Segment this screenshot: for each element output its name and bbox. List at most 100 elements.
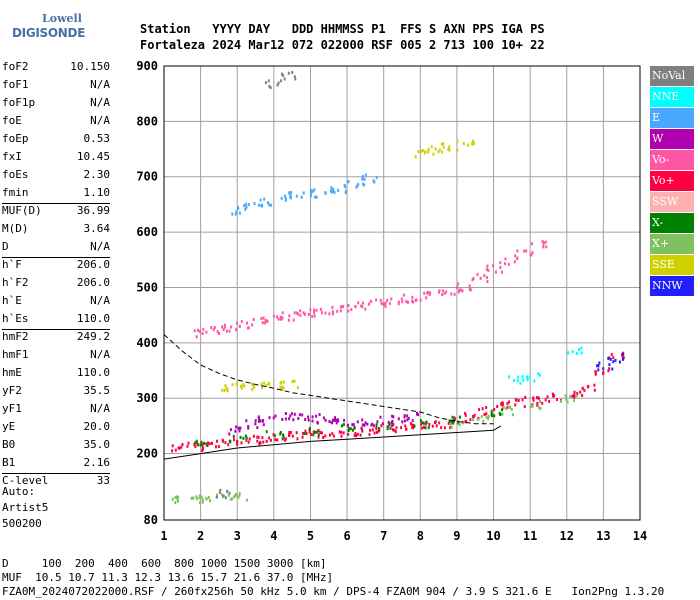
- data-point-pixel: [485, 267, 488, 271]
- data-point-pixel: [252, 318, 255, 321]
- data-point-pixel: [215, 445, 217, 449]
- data-point-vo: [471, 273, 489, 284]
- data-point-pixel: [238, 429, 241, 433]
- data-point-pixel: [432, 152, 435, 156]
- data-point-x: [303, 426, 320, 437]
- data-point-pixel: [219, 488, 222, 492]
- data-point-e: [309, 188, 318, 199]
- data-point-pixel: [372, 424, 375, 428]
- data-point-pixel: [234, 212, 237, 216]
- data-point-pixel: [248, 437, 251, 441]
- param-value: 206.0: [76, 276, 110, 289]
- data-point-pixel: [431, 424, 434, 428]
- data-point-pixel: [200, 440, 203, 444]
- data-point-pixel: [311, 189, 314, 193]
- data-point-pixel: [262, 423, 265, 427]
- data-point-pixel: [297, 417, 300, 420]
- legend: NoVal NNE E W Vo- Vo+ SSW X- X+ SSE NNW: [650, 66, 694, 297]
- data-point-pixel: [254, 422, 257, 426]
- data-point-pixel: [211, 441, 213, 445]
- data-point-pixel: [541, 240, 544, 243]
- data-point-pixel: [360, 304, 363, 308]
- data-point-pixel: [487, 268, 490, 272]
- data-point-pixel: [342, 423, 345, 426]
- data-point-pixel: [284, 417, 287, 421]
- data-point-pixel: [276, 438, 279, 442]
- data-point-pixel: [375, 423, 378, 427]
- data-point-pixel: [310, 432, 313, 436]
- data-point-pixel: [351, 428, 354, 432]
- data-point-pixel: [450, 292, 453, 296]
- data-point-pixel: [294, 77, 297, 81]
- data-point-pixel: [458, 288, 461, 292]
- data-point-pixel: [578, 348, 580, 351]
- data-point-pixel: [282, 386, 285, 390]
- data-point-pixel: [174, 501, 177, 505]
- data-point-pixel: [266, 319, 269, 323]
- data-point-noval: [281, 71, 297, 81]
- data-point-pixel: [602, 372, 605, 376]
- data-point-pixel: [480, 415, 483, 419]
- data-point-pixel: [315, 195, 318, 199]
- data-point-noval: [264, 79, 282, 90]
- data-point-pixel: [257, 435, 260, 439]
- data-point-pixel: [309, 308, 312, 312]
- data-point-x: [171, 495, 180, 505]
- data-point-pixel: [319, 431, 322, 434]
- data-point-pixel: [610, 353, 613, 356]
- data-point-pixel: [227, 493, 230, 497]
- data-point-pixel: [230, 325, 233, 329]
- data-point-pixel: [281, 437, 284, 441]
- data-point-pixel: [486, 264, 489, 268]
- param-key: yF2: [2, 384, 22, 397]
- data-point-pixel: [438, 148, 441, 152]
- data-point-pixel: [529, 253, 532, 257]
- data-point-pixel: [331, 421, 334, 425]
- data-point-pixel: [364, 421, 367, 425]
- data-point-pixel: [514, 254, 517, 258]
- data-point-pixel: [523, 405, 526, 409]
- data-point-pixel: [347, 432, 350, 436]
- param-value: 1.10: [83, 186, 111, 199]
- data-point-pixel: [530, 242, 533, 246]
- data-point-pixel: [320, 431, 323, 435]
- footer-line3: FZA0M_2024072022000.RSF / 260fx256h 50 k…: [2, 585, 665, 598]
- data-point-pixel: [552, 394, 555, 398]
- x-tick-label: 10: [486, 529, 500, 543]
- data-point-pixel: [302, 191, 305, 195]
- data-point-pixel: [447, 147, 450, 151]
- data-point-pixel: [479, 276, 482, 280]
- data-point-pixel: [415, 298, 418, 302]
- data-point-pixel: [332, 434, 335, 438]
- data-point-pixel: [223, 323, 226, 327]
- param-key: C-level: [2, 474, 49, 487]
- data-point-vo: [457, 282, 472, 293]
- data-point-pixel: [328, 420, 331, 423]
- data-point-pixel: [378, 429, 380, 433]
- param-value: 249.2: [76, 330, 110, 343]
- data-point-pixel: [420, 422, 423, 426]
- data-point-pixel: [223, 388, 226, 392]
- data-point-pixel: [341, 304, 344, 308]
- data-point-pixel: [612, 356, 615, 360]
- data-point-pixel: [621, 353, 623, 357]
- data-point-pixel: [331, 188, 334, 192]
- legend-item: E: [650, 108, 694, 128]
- data-point-pixel: [216, 330, 219, 334]
- data-point-pixel: [531, 404, 534, 408]
- data-point-pixel: [375, 176, 378, 180]
- data-point-pixel: [378, 427, 380, 431]
- data-point-pixel: [198, 494, 201, 498]
- data-point-pixel: [264, 318, 267, 322]
- data-point-pixel: [242, 383, 245, 387]
- data-point-pixel: [485, 412, 488, 416]
- data-point-pixel: [348, 427, 350, 431]
- data-point-pixel: [224, 496, 227, 500]
- data-point-pixel: [384, 304, 387, 308]
- data-point-pixel: [245, 436, 248, 440]
- param-value: 206.0: [76, 258, 110, 271]
- data-point-pixel: [253, 202, 256, 206]
- data-point-pixel: [467, 143, 470, 147]
- param-value: 20.0: [83, 420, 111, 433]
- data-point-pixel: [526, 375, 528, 379]
